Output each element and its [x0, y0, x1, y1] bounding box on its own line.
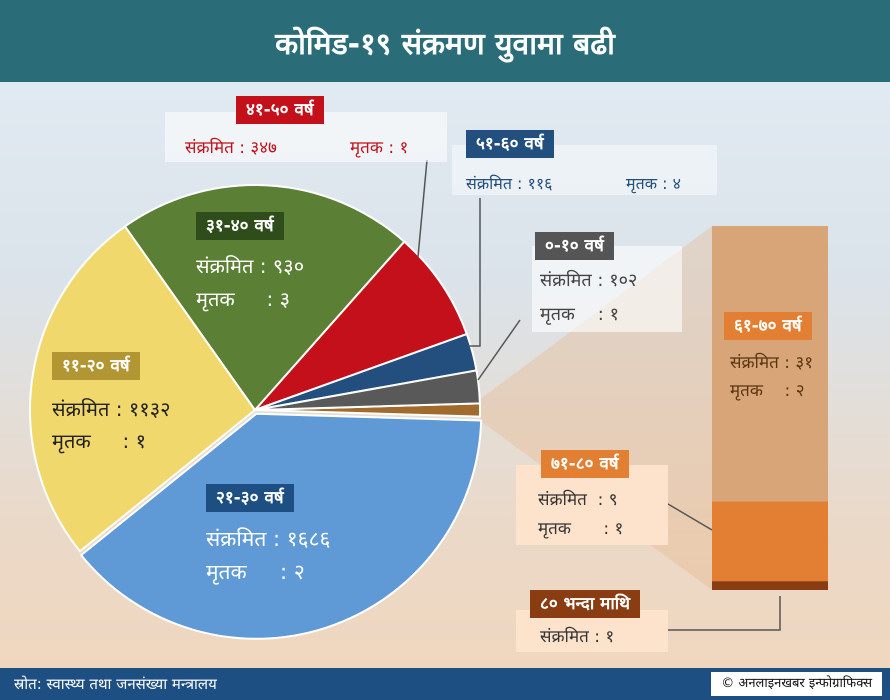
infected-71-80: संक्रमित : ९ — [538, 490, 618, 510]
credit-text: अनलाइनखबर इन्फोग्राफिक्स — [738, 676, 872, 691]
footer-bar: स्रोत: स्वास्थ्य तथा जनसंख्या मन्त्रालय … — [0, 668, 890, 700]
deaths-11-20: मृतक : १ — [52, 429, 147, 453]
breakout-bar-71-80 — [712, 501, 828, 582]
leader-0-10 — [477, 319, 521, 381]
infected-51-60: संक्रमित : ११६ — [466, 174, 553, 193]
infected-80-plus: संक्रमित : १ — [540, 627, 615, 647]
infected-61-70: संक्रमित : ३१ — [730, 353, 814, 373]
tag-11-20: ११-२० वर्ष — [52, 352, 140, 380]
chart-title: कोमिड-१९ संक्रमण युवामा बढी — [275, 27, 615, 62]
tag-80-plus: ८० भन्दा माथि — [530, 590, 640, 618]
tag-61-70: ६१-७० वर्ष — [724, 312, 812, 340]
tag-41-50: ४१-५० वर्ष — [236, 96, 324, 124]
slice-11-20 — [29, 224, 257, 553]
tag-51-60: ५१-६० वर्ष — [466, 130, 554, 158]
slice-31-40 — [123, 184, 406, 412]
leader-51-60 — [468, 198, 481, 347]
slice-0-10 — [254, 369, 481, 411]
copyright-icon: © — [721, 676, 735, 691]
label-pane-71-80 — [516, 465, 668, 545]
deaths-0-10: मृतक : १ — [540, 304, 619, 325]
deaths-51-60: मृतक : ४ — [626, 174, 681, 193]
breakout-bar-80-plus — [712, 581, 828, 590]
infected-21-30: संक्रमित : १६८६ — [206, 527, 331, 551]
tag-31-40: ३१-४० वर्ष — [196, 212, 284, 240]
leader-71-80 — [667, 503, 713, 531]
deaths-31-40: मृतक : ३ — [196, 287, 291, 311]
infected-11-20: संक्रमित : ११३२ — [52, 397, 171, 421]
infected-0-10: संक्रमित : १०२ — [540, 270, 638, 291]
header-bar: कोमिड-१९ संक्रमण युवामा बढी — [0, 0, 890, 82]
leader-80-plus — [668, 596, 781, 631]
breakout-bar-61-70 — [712, 226, 828, 502]
credit-badge: © अनलाइनखबर इन्फोग्राफिक्स — [711, 672, 882, 696]
label-pane-0-10 — [532, 246, 682, 332]
tag-21-30: २१-३० वर्ष — [206, 484, 294, 512]
deaths-61-70: मृतक : २ — [730, 381, 805, 401]
deaths-21-30: मृतक : २ — [206, 560, 305, 584]
slice-21-30 — [79, 412, 483, 640]
infected-31-40: संक्रमित : ९३० — [196, 254, 305, 278]
deaths-41-50: मृतक : १ — [350, 138, 409, 158]
source-note: स्रोत: स्वास्थ्य तथा जनसंख्या मन्त्रालय — [14, 675, 217, 693]
tag-71-80: ७१-८० वर्ष — [541, 450, 629, 478]
leader-41-50 — [417, 159, 428, 258]
slice-41-50 — [254, 240, 469, 411]
infected-41-50: संक्रमित : ३४७ — [185, 138, 277, 158]
tag-0-10: ०-१० वर्ष — [535, 232, 614, 260]
deaths-71-80: मृतक : १ — [538, 519, 624, 539]
